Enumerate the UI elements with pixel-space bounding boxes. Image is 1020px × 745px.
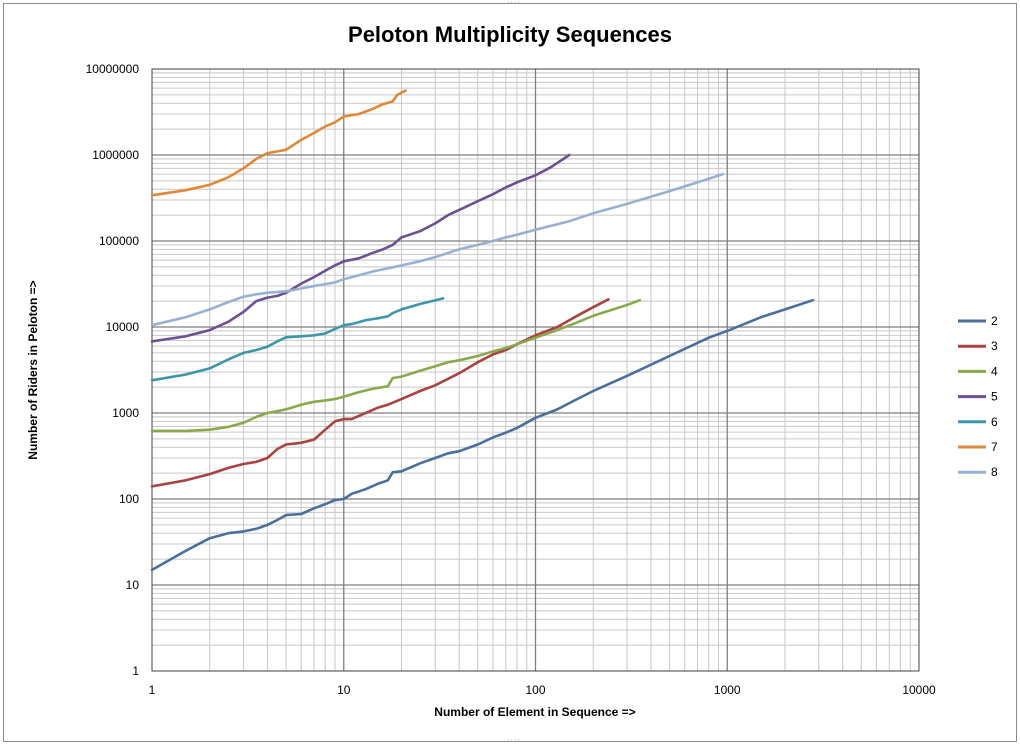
y-tick-label: 1000 [112,406,139,420]
y-tick-label: 10000000 [86,62,140,76]
series-line-7 [150,89,407,197]
y-tick-label: 100 [119,492,139,506]
legend-label-3: 3 [991,339,998,353]
legend-label-4: 4 [991,364,998,378]
plot-area-border [151,68,920,672]
resize-handle-top[interactable]: ···· [507,0,522,7]
x-axis-title: Number of Element in Sequence => [434,705,635,719]
y-tick-label: 100000 [99,234,139,248]
series-line-6 [150,297,445,382]
x-tick-label: 10000 [902,683,936,697]
x-tick-label: 1 [149,683,156,697]
y-tick-labels: 1 10 100 1000 10000 100000 1000000 10000000 [86,62,140,678]
y-tick-label: 1 [132,664,139,678]
legend-label-2: 2 [991,314,998,328]
resize-handle-bottom[interactable]: ···· [507,736,522,745]
y-tick-label: 10 [126,578,140,592]
x-tick-label: 100 [525,683,545,697]
y-axis-title: Number of Riders in Peloton => [26,280,40,459]
y-tick-label: 1000000 [92,148,139,162]
legend-label-6: 6 [991,415,998,429]
legend-label-5: 5 [991,390,998,404]
x-tick-label: 10 [337,683,351,697]
series-line-4 [150,298,642,433]
series-line-2 [150,298,815,572]
grid-major [152,69,919,671]
legend: 2 3 4 5 6 7 8 [958,314,998,479]
x-tick-labels: 1 10 100 1000 10000 [149,683,936,697]
y-tick-label: 10000 [106,320,140,334]
chart-title: Peloton Multiplicity Sequences [348,22,672,47]
series-line-8 [150,172,725,327]
legend-label-8: 8 [991,465,998,479]
legend-label-7: 7 [991,440,998,454]
series-line-5 [150,153,571,343]
series-lines [150,89,815,572]
x-tick-label: 1000 [714,683,741,697]
